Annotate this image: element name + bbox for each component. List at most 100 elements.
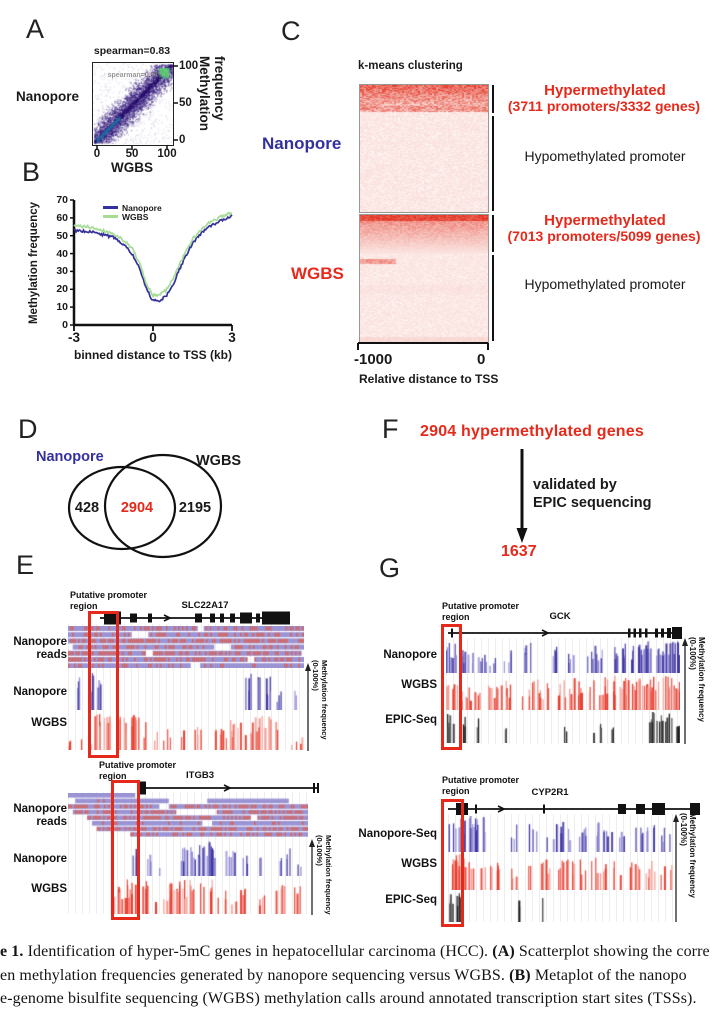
- heatmap-wgbs: [359, 214, 489, 343]
- g2-epic-label: EPIC-Seq: [385, 894, 437, 906]
- legend-label-nanopore: Nanopore: [122, 202, 162, 213]
- metaplot-ytick-60: 60: [56, 212, 68, 224]
- panel-e-letter: E: [16, 550, 35, 580]
- metaplot-ytick-40: 40: [56, 248, 68, 260]
- legend-item-wgbs: WGBS: [103, 212, 162, 222]
- scatter-ytick-50: 50: [179, 97, 192, 109]
- panel-a: A spearman=0.83 Nanopore spearman=0.83 1…: [0, 0, 240, 175]
- figure-caption: e 1. Identification of hyper-5mC genes i…: [0, 940, 720, 1011]
- e2-reads-label-line2: reads: [36, 816, 67, 828]
- scatter-plot-canvas: [92, 62, 174, 146]
- metaplot-ytick-0: 0: [62, 319, 68, 331]
- flow-result-text: 1637: [501, 543, 537, 560]
- g2-promoter-highlight: [441, 799, 464, 927]
- e1-wgbs-label: WGBS: [31, 717, 67, 729]
- g1-axis-label-sub: (0-100%): [688, 637, 697, 670]
- g2-gene-model: [448, 803, 700, 815]
- hyper-detail-1: (3711 promoters/3332 genes): [507, 98, 701, 114]
- g1-promoter-line2: region: [442, 611, 470, 622]
- e2-axis-label: Methylation frequency (0-100%): [315, 835, 333, 925]
- flow-step-line2: EPIC sequencing: [533, 495, 652, 511]
- venn-diagram: [67, 453, 223, 559]
- metaplot-y-axis-label: Methylation frequency: [28, 201, 40, 324]
- hyper-detail-2: (7013 promoters/5099 genes): [507, 228, 701, 244]
- e2-axis-arrow: [309, 839, 315, 915]
- g2-promoter-label: Putative promoter region: [442, 775, 519, 796]
- heatmap-xtick-0: 0: [477, 351, 486, 368]
- e1-promoter-label: Putative promoter region: [70, 590, 147, 611]
- g2-axis-label-sub: (0-100%): [679, 813, 688, 846]
- g1-gene-model: [448, 627, 682, 639]
- g1-wgbs-track: [446, 675, 680, 710]
- venn-right-set-label: WGBS: [196, 453, 242, 469]
- e1-promoter-line1: Putative promoter: [70, 590, 148, 600]
- g2-gene-name: CYP2R1: [531, 787, 569, 798]
- venn-overlap-value: 2904: [120, 500, 154, 516]
- venn-left-value: 428: [74, 500, 100, 516]
- metaplot-ytick-50: 50: [56, 230, 68, 242]
- panel-f: F 2904 hypermethylated genes validated b…: [370, 405, 720, 575]
- g2-wgbs-label: WGBS: [401, 858, 437, 870]
- metaplot-xtick-neg3: -3: [67, 330, 80, 345]
- scatter-left-label: Nanopore: [16, 89, 80, 104]
- scatter-xtick-50: 50: [125, 148, 139, 160]
- scatter-y-axis-label-line1: Methylation: [197, 56, 212, 132]
- scatter-title: spearman=0.83: [93, 45, 171, 57]
- e2-wgbs-track: [68, 877, 308, 914]
- g1-axis-arrow: [682, 638, 688, 744]
- metaplot-xtick-3: 3: [228, 330, 236, 345]
- kmeans-title: k-means clustering: [358, 60, 463, 72]
- e2-promoter-highlight: [111, 780, 140, 920]
- metaplot-y-ticks: [70, 199, 74, 326]
- venn-right-value: 2195: [178, 500, 212, 516]
- legend-swatch-wgbs: [103, 215, 118, 218]
- g1-nanopore-label: Nanopore: [383, 649, 437, 661]
- scatter-xtick-100: 100: [157, 148, 177, 160]
- scatter-y-axis-label: Methylation frequency: [197, 56, 227, 156]
- panel-c: C k-means clustering Nanopore WGBS Hyper…: [255, 0, 720, 400]
- g1-epic-track: [446, 712, 680, 743]
- e2-gene-model: [137, 781, 319, 795]
- g1-promoter-highlight: [441, 624, 462, 750]
- g2-promoter-line1: Putative promoter: [442, 775, 520, 785]
- panel-c-letter: C: [281, 16, 301, 46]
- scatter-x-axis-label: WGBS: [111, 160, 153, 175]
- g2-axis-label: Methylation frequency (0-100%): [679, 813, 697, 921]
- legend-swatch-nanopore: [103, 206, 118, 209]
- metaplot-canvas: [70, 199, 233, 331]
- e2-nanopore-track: [68, 840, 308, 876]
- metaplot-legend: Nanopore WGBS: [103, 202, 162, 222]
- hyper-label-1: Hypermethylated: [544, 82, 666, 99]
- g2-axis-label-main: Methylation frequency: [688, 813, 697, 898]
- e2-promoter-line2: region: [99, 770, 127, 781]
- metaplot-xtick-0: 0: [149, 330, 157, 345]
- flow-down-arrow: [516, 449, 528, 543]
- g1-axis-label-main: Methylation frequency: [697, 637, 706, 722]
- e1-wgbs-track: [68, 711, 304, 750]
- caption-line: e-genome bisulfite sequencing (WGBS) met…: [0, 990, 697, 1007]
- heatmap-nanopore: [359, 84, 489, 213]
- e1-nanopore-label: Nanopore: [13, 686, 67, 698]
- g1-nanopore-track: [446, 640, 680, 673]
- e2-promoter-label: Putative promoter region: [99, 760, 176, 781]
- hypo-label-1: Hypomethylated promoter: [524, 148, 686, 164]
- e2-promoter-line1: Putative promoter: [99, 760, 177, 770]
- e1-axis-label-main: Methylation frequency: [320, 660, 329, 740]
- heatmap-row2-name: WGBS: [291, 264, 344, 283]
- e1-nanopore-reads-track: [68, 626, 304, 668]
- e1-gene-name: SLC22A17: [181, 600, 229, 611]
- g2-wgbs-track: [448, 854, 678, 890]
- panel-g-letter: G: [379, 553, 401, 583]
- hypo-label-2: Hypomethylated promoter: [524, 276, 686, 292]
- metaplot-line-wgbs: [73, 211, 233, 299]
- scatter-y-axis-ticks: [173, 65, 178, 141]
- scatter-inner-annotation: spearman=0.83: [107, 72, 159, 79]
- heatmap-x-axis-label: Relative distance to TSS: [359, 372, 499, 386]
- metaplot-ytick-20: 20: [56, 283, 68, 295]
- g1-axis-label: Methylation frequency (0-100%): [688, 637, 706, 743]
- metaplot-ytick-30: 30: [56, 265, 68, 277]
- legend-item-nanopore: Nanopore: [103, 202, 162, 213]
- e2-axis-label-sub: (0-100%): [315, 835, 324, 866]
- heatmap-xtick-neg1000: -1000: [354, 351, 393, 368]
- scatter-ytick-0: 0: [179, 134, 186, 146]
